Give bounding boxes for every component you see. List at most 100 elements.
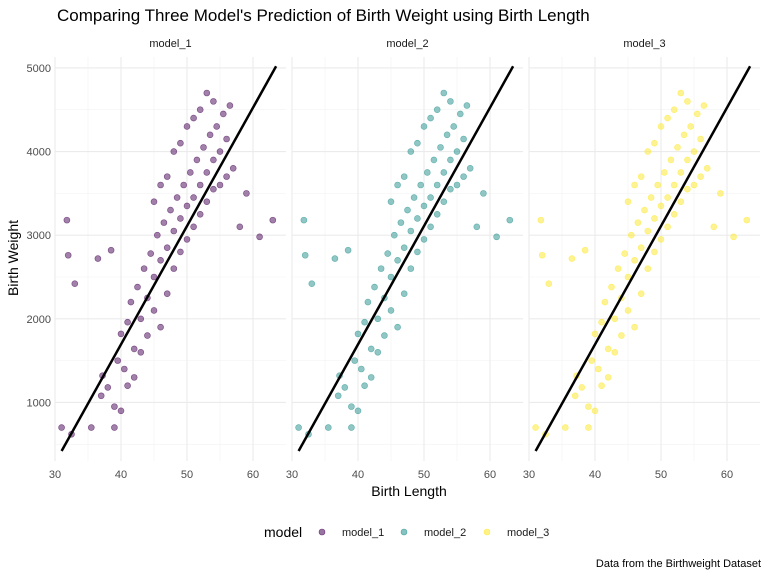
data-point <box>203 198 211 206</box>
legend: model model_1 model_2 model_3 <box>264 524 549 540</box>
data-point <box>387 273 395 281</box>
data-point <box>374 348 382 356</box>
data-point <box>404 206 411 214</box>
data-point <box>140 265 148 272</box>
data-point <box>433 106 441 114</box>
data-point <box>210 185 217 193</box>
y-tick-label: 2000 <box>27 314 51 326</box>
data-point <box>177 139 184 147</box>
data-point <box>443 131 451 139</box>
data-point <box>361 318 368 326</box>
data-point <box>545 280 553 287</box>
data-point <box>301 251 309 259</box>
data-point <box>400 173 408 180</box>
data-point <box>130 374 138 381</box>
data-point <box>608 283 615 291</box>
data-point <box>216 181 224 189</box>
data-point <box>611 315 619 323</box>
data-point <box>117 330 125 338</box>
data-point <box>295 424 302 431</box>
data-point <box>690 148 698 155</box>
legend-key-model_1 <box>318 528 326 536</box>
data-point <box>127 298 135 306</box>
data-point <box>690 181 698 189</box>
data-point <box>433 210 441 218</box>
x-tick-label: 50 <box>418 469 430 481</box>
legend-key-model_2 <box>400 528 408 536</box>
data-point <box>450 123 458 130</box>
data-point <box>407 227 415 235</box>
data-point <box>71 280 79 287</box>
data-point <box>371 283 378 291</box>
data-point <box>344 246 352 254</box>
data-point <box>420 202 428 210</box>
data-point <box>88 424 95 431</box>
data-point <box>581 246 589 254</box>
data-point <box>348 403 355 410</box>
data-point <box>631 181 638 189</box>
panel-model_1: model_1 30 40 50 60 <box>49 38 286 481</box>
data-point <box>670 210 678 218</box>
panel-model_2: model_2 30 40 50 60 <box>286 38 523 481</box>
data-point <box>407 265 415 272</box>
data-point <box>134 283 141 291</box>
data-point <box>414 215 421 222</box>
data-point <box>456 110 464 118</box>
data-point <box>657 123 665 130</box>
data-point <box>190 194 197 201</box>
data-point <box>196 210 204 218</box>
data-point <box>420 236 428 243</box>
data-point <box>571 392 579 400</box>
data-point <box>147 250 154 257</box>
data-point <box>414 248 421 256</box>
data-point <box>187 169 194 176</box>
data-point <box>407 148 415 155</box>
data-point <box>598 318 605 326</box>
data-point <box>196 181 204 189</box>
legend-key-model_3 <box>483 528 491 536</box>
data-point <box>308 280 316 287</box>
data-point <box>200 144 207 151</box>
data-point <box>173 194 181 201</box>
data-point <box>400 290 408 298</box>
data-point <box>684 98 691 105</box>
y-tick-label: 1000 <box>27 397 51 409</box>
facet-label: model_2 <box>386 38 428 50</box>
data-point <box>124 382 131 390</box>
data-point <box>588 357 596 364</box>
x-tick-label: 30 <box>523 469 535 481</box>
data-point <box>624 273 632 281</box>
data-point <box>183 236 191 243</box>
legend-label-model_3: model_3 <box>507 527 549 539</box>
data-point <box>677 169 685 176</box>
data-point <box>710 223 718 231</box>
x-tick-label: 50 <box>655 469 667 481</box>
data-point <box>210 156 217 164</box>
data-point <box>677 89 685 97</box>
data-point <box>150 273 158 281</box>
data-point <box>124 318 131 326</box>
data-point <box>203 169 211 176</box>
data-point <box>637 244 645 252</box>
data-point <box>660 169 668 176</box>
data-point <box>111 424 118 431</box>
data-point <box>700 102 708 109</box>
data-point <box>657 202 665 210</box>
data-point <box>427 223 434 231</box>
data-point <box>641 206 648 214</box>
data-point <box>680 131 688 139</box>
data-point <box>229 164 237 172</box>
data-point <box>670 106 678 114</box>
data-point <box>480 190 487 197</box>
fit-line <box>534 65 752 452</box>
data-point <box>223 173 230 180</box>
x-tick-label: 60 <box>484 469 496 481</box>
data-point <box>644 148 652 155</box>
data-point <box>400 244 408 252</box>
data-point <box>367 345 375 353</box>
data-point <box>193 156 201 164</box>
data-point <box>417 181 425 189</box>
x-tick-label: 30 <box>286 469 298 481</box>
data-point <box>677 198 685 206</box>
